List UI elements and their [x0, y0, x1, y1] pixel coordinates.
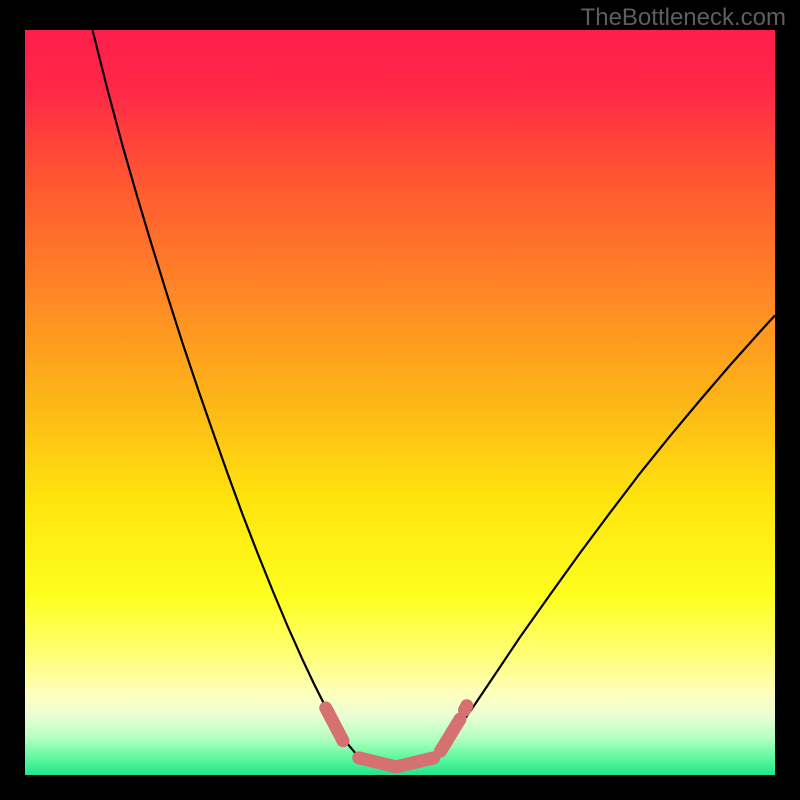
bottleneck-curve-chart: [25, 30, 775, 775]
plot-area: [25, 30, 775, 775]
chart-frame: TheBottleneck.com: [0, 0, 800, 800]
watermark-text: TheBottleneck.com: [581, 4, 786, 32]
gradient-background: [25, 30, 775, 775]
highlight-segment: [465, 706, 467, 710]
